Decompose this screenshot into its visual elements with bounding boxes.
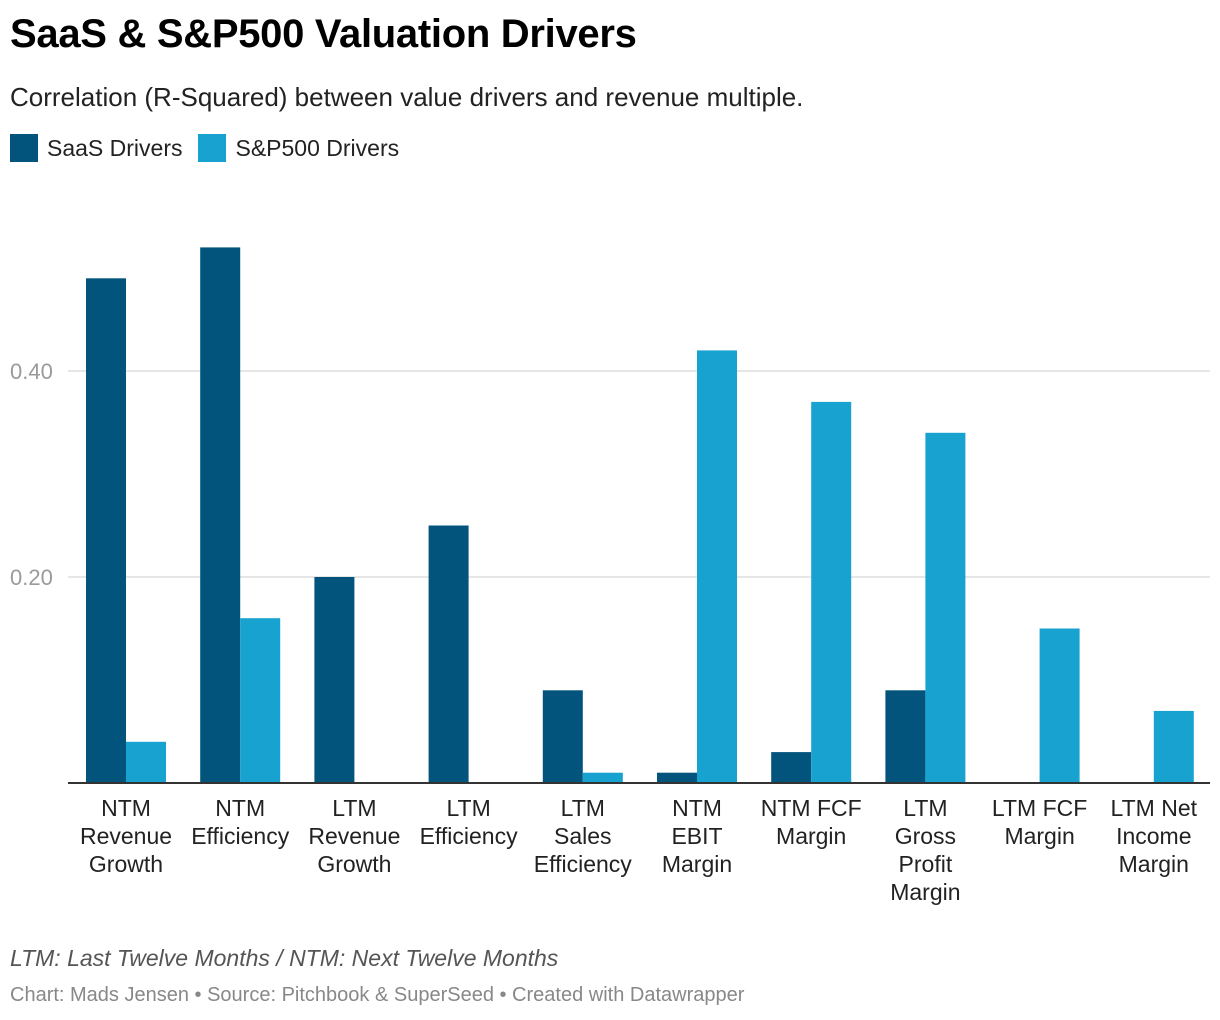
bar-saas — [314, 577, 355, 783]
legend-swatch-saas — [10, 134, 38, 162]
bar-saas — [771, 752, 812, 783]
bar-saas — [657, 772, 697, 783]
bar-sp500 — [126, 741, 166, 783]
bar-sp500 — [697, 350, 737, 783]
legend-item-saas: SaaS Drivers — [10, 134, 182, 162]
x-tick-label: LTM Revenue Growth — [308, 795, 400, 877]
bar-saas — [200, 247, 241, 783]
x-tick-label: NTM Revenue Growth — [80, 795, 172, 877]
bar-sp500 — [925, 432, 966, 783]
x-tick-label: LTM Efficiency — [420, 795, 519, 849]
x-tick-label: NTM EBIT Margin — [662, 795, 732, 877]
bar-sp500 — [1039, 628, 1080, 783]
bar-sp500 — [240, 618, 281, 783]
chart-title: SaaS & S&P500 Valuation Drivers — [10, 12, 637, 56]
chart-footer: Chart: Mads Jensen • Source: Pitchbook &… — [10, 984, 745, 1006]
x-tick-label: LTM Net Income Margin — [1111, 795, 1198, 877]
bar-saas — [542, 690, 583, 783]
bar-saas — [428, 525, 469, 783]
x-tick-label: NTM Efficiency — [191, 795, 290, 849]
bar-saas — [86, 278, 126, 783]
y-tick-label: 0.40 — [10, 359, 53, 384]
legend-label-sp500: S&P500 Drivers — [235, 134, 400, 161]
legend: SaaS Drivers S&P500 Drivers — [10, 134, 415, 162]
legend-label-saas: SaaS Drivers — [47, 134, 183, 161]
x-tick-label: NTM FCF Margin — [761, 795, 862, 849]
chart-note: LTM: Last Twelve Months / NTM: Next Twel… — [10, 945, 559, 971]
legend-item-sp500: S&P500 Drivers — [198, 134, 399, 162]
bar-saas — [885, 690, 926, 783]
x-tick-label: LTM Sales Efficiency — [534, 795, 633, 877]
x-tick-label: LTM Gross Profit Margin — [890, 795, 960, 905]
bar-sp500 — [582, 772, 623, 783]
bar-sp500 — [811, 401, 852, 783]
x-tick-label: LTM FCF Margin — [992, 795, 1087, 849]
chart-subtitle: Correlation (R-Squared) between value dr… — [10, 82, 804, 112]
legend-swatch-sp500 — [198, 134, 227, 162]
bar-sp500 — [1153, 710, 1194, 783]
y-tick-label: 0.20 — [10, 565, 53, 590]
